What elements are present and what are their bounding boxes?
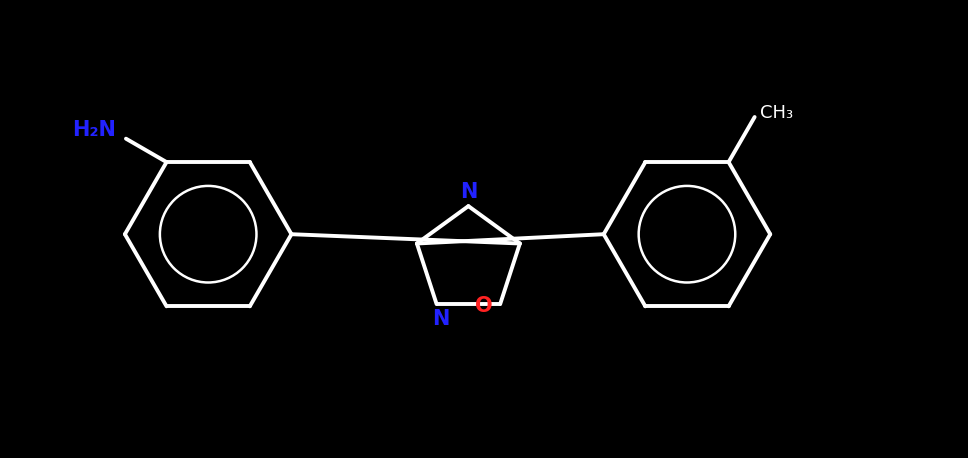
Text: O: O xyxy=(474,296,493,316)
Text: CH₃: CH₃ xyxy=(760,104,793,122)
Text: H₂N: H₂N xyxy=(72,120,115,140)
Text: N: N xyxy=(432,309,449,328)
Text: N: N xyxy=(460,181,477,202)
